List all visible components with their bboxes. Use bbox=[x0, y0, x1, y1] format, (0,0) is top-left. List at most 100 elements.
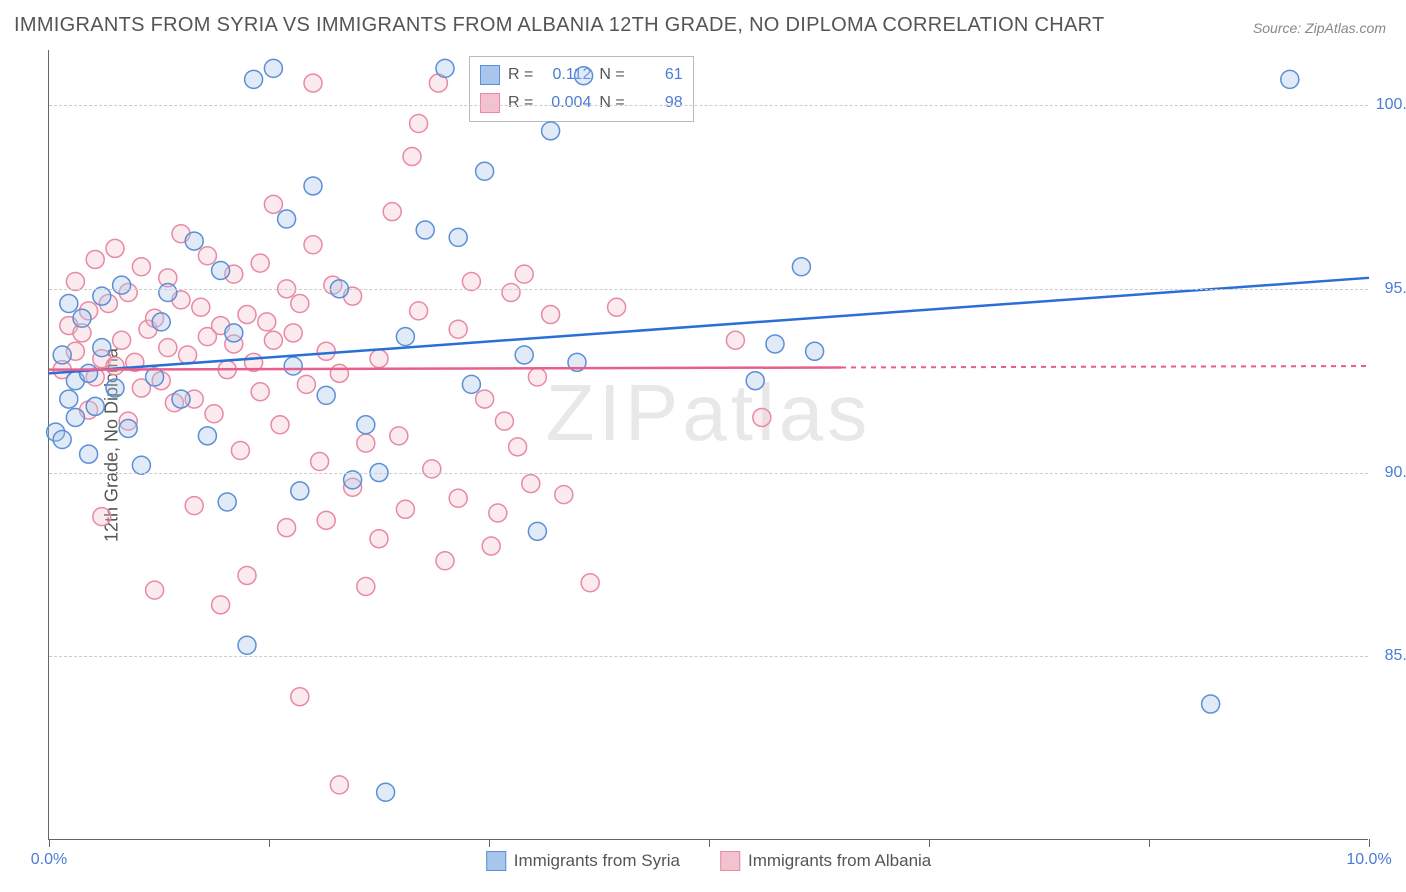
scatter-point bbox=[377, 783, 395, 801]
scatter-point bbox=[522, 475, 540, 493]
x-tick bbox=[489, 839, 490, 847]
scatter-point bbox=[258, 313, 276, 331]
scatter-point bbox=[238, 636, 256, 654]
scatter-point bbox=[225, 324, 243, 342]
trend-line-dash bbox=[841, 366, 1369, 367]
scatter-point bbox=[423, 460, 441, 478]
scatter-point bbox=[198, 427, 216, 445]
trend-line bbox=[49, 278, 1369, 374]
x-tick bbox=[1369, 839, 1370, 847]
scatter-point bbox=[185, 232, 203, 250]
y-tick-label: 90.0% bbox=[1374, 464, 1406, 482]
scatter-point bbox=[113, 331, 131, 349]
scatter-point bbox=[344, 471, 362, 489]
x-tick bbox=[269, 839, 270, 847]
scatter-point bbox=[502, 284, 520, 302]
scatter-point bbox=[357, 416, 375, 434]
scatter-point bbox=[357, 577, 375, 595]
scatter-point bbox=[410, 114, 428, 132]
scatter-point bbox=[205, 405, 223, 423]
legend-label-syria: Immigrants from Syria bbox=[514, 851, 680, 871]
scatter-point bbox=[291, 482, 309, 500]
y-tick-label: 100.0% bbox=[1374, 96, 1406, 114]
scatter-point bbox=[575, 67, 593, 85]
scatter-point bbox=[403, 148, 421, 166]
scatter-chart: 12th Grade, No Diploma ZIPatlas R = 0.11… bbox=[48, 50, 1368, 840]
scatter-point bbox=[264, 195, 282, 213]
scatter-point bbox=[66, 272, 84, 290]
y-tick-label: 95.0% bbox=[1374, 280, 1406, 298]
scatter-point bbox=[218, 493, 236, 511]
scatter-point bbox=[370, 530, 388, 548]
scatter-point bbox=[792, 258, 810, 276]
scatter-point bbox=[278, 519, 296, 537]
scatter-point bbox=[132, 456, 150, 474]
scatter-point bbox=[370, 350, 388, 368]
scatter-point bbox=[113, 276, 131, 294]
scatter-point bbox=[416, 221, 434, 239]
scatter-point bbox=[146, 581, 164, 599]
scatter-point bbox=[396, 328, 414, 346]
series-legend: Immigrants from Syria Immigrants from Al… bbox=[486, 851, 932, 871]
legend-item-albania: Immigrants from Albania bbox=[720, 851, 931, 871]
scatter-point bbox=[317, 511, 335, 529]
scatter-point bbox=[86, 250, 104, 268]
scatter-point bbox=[53, 430, 71, 448]
scatter-point bbox=[317, 342, 335, 360]
scatter-point bbox=[542, 122, 560, 140]
scatter-point bbox=[106, 357, 124, 375]
scatter-point bbox=[330, 364, 348, 382]
gridline bbox=[49, 105, 1368, 106]
scatter-point bbox=[152, 313, 170, 331]
scatter-point bbox=[264, 331, 282, 349]
scatter-point bbox=[542, 306, 560, 324]
scatter-point bbox=[357, 434, 375, 452]
swatch-albania bbox=[720, 851, 740, 871]
scatter-point bbox=[297, 375, 315, 393]
scatter-point bbox=[238, 306, 256, 324]
scatter-point bbox=[185, 497, 203, 515]
scatter-point bbox=[1202, 695, 1220, 713]
scatter-point bbox=[726, 331, 744, 349]
scatter-point bbox=[53, 346, 71, 364]
scatter-point bbox=[73, 309, 91, 327]
scatter-point bbox=[60, 390, 78, 408]
scatter-point bbox=[93, 287, 111, 305]
gridline bbox=[49, 656, 1368, 657]
x-tick bbox=[1149, 839, 1150, 847]
scatter-point bbox=[449, 489, 467, 507]
scatter-point bbox=[146, 368, 164, 386]
scatter-point bbox=[159, 284, 177, 302]
scatter-point bbox=[212, 261, 230, 279]
gridline bbox=[49, 289, 1368, 290]
scatter-point bbox=[436, 59, 454, 77]
x-tick bbox=[929, 839, 930, 847]
swatch-syria bbox=[486, 851, 506, 871]
scatter-point bbox=[284, 357, 302, 375]
scatter-point bbox=[555, 486, 573, 504]
scatter-point bbox=[515, 346, 533, 364]
scatter-point bbox=[495, 412, 513, 430]
scatter-point bbox=[806, 342, 824, 360]
scatter-point bbox=[93, 508, 111, 526]
scatter-point bbox=[132, 258, 150, 276]
scatter-point bbox=[476, 162, 494, 180]
scatter-point bbox=[106, 239, 124, 257]
x-tick bbox=[709, 839, 710, 847]
scatter-point bbox=[515, 265, 533, 283]
scatter-point bbox=[291, 295, 309, 313]
scatter-point bbox=[476, 390, 494, 408]
scatter-point bbox=[212, 596, 230, 614]
trend-line bbox=[49, 367, 841, 369]
scatter-point bbox=[482, 537, 500, 555]
scatter-point bbox=[746, 372, 764, 390]
scatter-point bbox=[753, 408, 771, 426]
scatter-point bbox=[304, 177, 322, 195]
scatter-point bbox=[291, 688, 309, 706]
scatter-point bbox=[60, 295, 78, 313]
scatter-point bbox=[304, 74, 322, 92]
x-tick-label: 0.0% bbox=[31, 851, 67, 869]
scatter-point bbox=[528, 522, 546, 540]
scatter-point bbox=[284, 324, 302, 342]
scatter-point bbox=[192, 298, 210, 316]
